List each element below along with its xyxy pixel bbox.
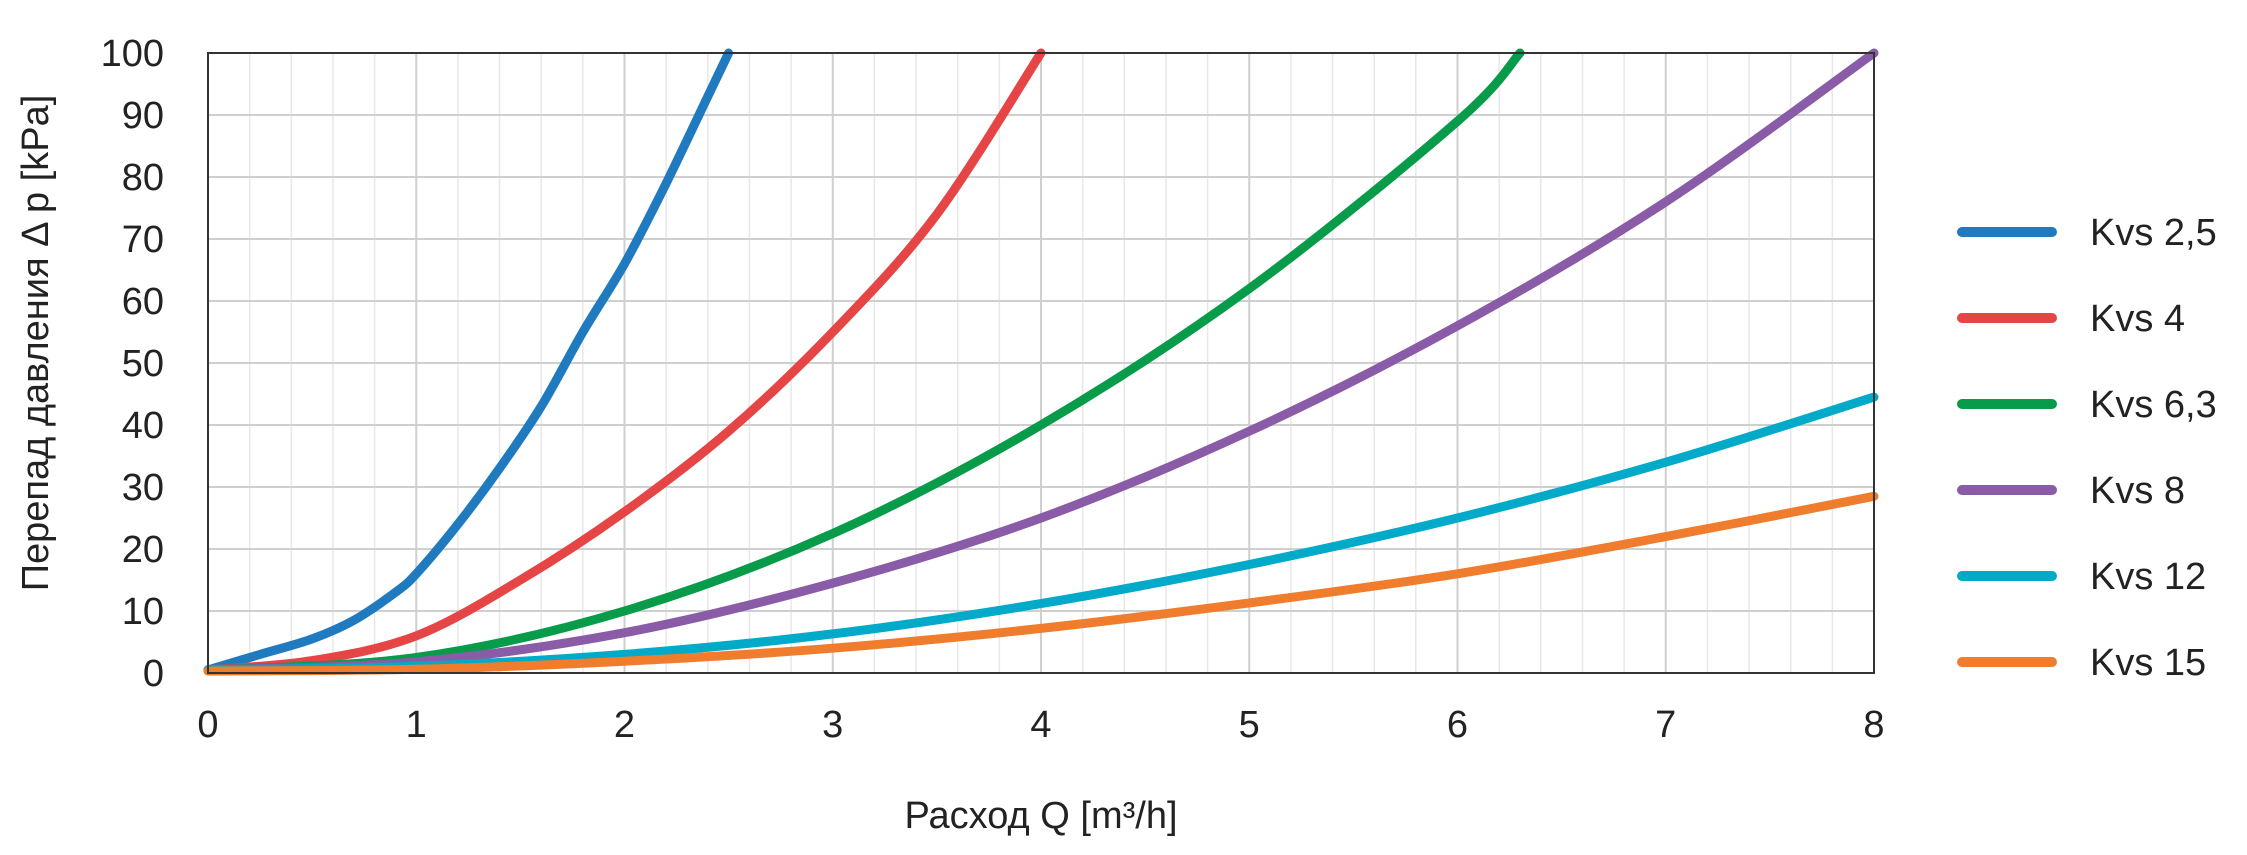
- legend-label: Kvs 2,5: [2090, 212, 2217, 254]
- series-line-2: [203, 48, 1046, 675]
- series-line-4: [203, 48, 1879, 675]
- x-axis-label: Расход Q [m³/h]: [904, 795, 1177, 837]
- x-tick-label: 0: [197, 704, 218, 746]
- y-tick-label: 70: [122, 219, 164, 261]
- x-tick-label: 8: [1863, 704, 1884, 746]
- y-tick-label: 90: [122, 95, 164, 137]
- x-tick-label: 5: [1239, 704, 1260, 746]
- legend-label: Kvs 4: [2090, 298, 2185, 340]
- legend-label: Kvs 6,3: [2090, 384, 2217, 426]
- legend: Kvs 2,5 Kvs 4 Kvs 6,3 Kvs 8 Kvs 12 Kvs 15: [1957, 212, 2217, 684]
- plot-frame: [207, 52, 1875, 674]
- y-tick-labels: 0 10 20 30 40 50 60 70 80 90 100: [101, 33, 164, 695]
- y-tick-label: 0: [143, 653, 164, 695]
- x-tick-label: 3: [822, 704, 843, 746]
- y-axis-label: Перепад давления Δ p [kPa]: [15, 95, 57, 592]
- series-line-1: [203, 48, 734, 675]
- legend-label: Kvs 12: [2090, 556, 2206, 598]
- x-tick-label: 6: [1447, 704, 1468, 746]
- y-tick-label: 10: [122, 591, 164, 633]
- series-line-3: [203, 48, 1525, 675]
- y-tick-label: 30: [122, 467, 164, 509]
- y-tick-label: 100: [101, 33, 164, 75]
- x-tick-label: 2: [614, 704, 635, 746]
- x-tick-labels: 0 1 2 3 4 5 6 7 8: [197, 704, 1884, 746]
- y-tick-label: 80: [122, 157, 164, 199]
- series-lines: [203, 48, 1879, 676]
- legend-label: Kvs 8: [2090, 470, 2185, 512]
- y-tick-label: 50: [122, 343, 164, 385]
- x-tick-label: 1: [406, 704, 427, 746]
- x-tick-label: 4: [1030, 704, 1051, 746]
- series-line-6: [203, 491, 1879, 676]
- y-tick-label: 60: [122, 281, 164, 323]
- y-tick-label: 40: [122, 405, 164, 447]
- legend-label: Kvs 15: [2090, 642, 2206, 684]
- x-tick-label: 7: [1655, 704, 1676, 746]
- y-tick-label: 20: [122, 529, 164, 571]
